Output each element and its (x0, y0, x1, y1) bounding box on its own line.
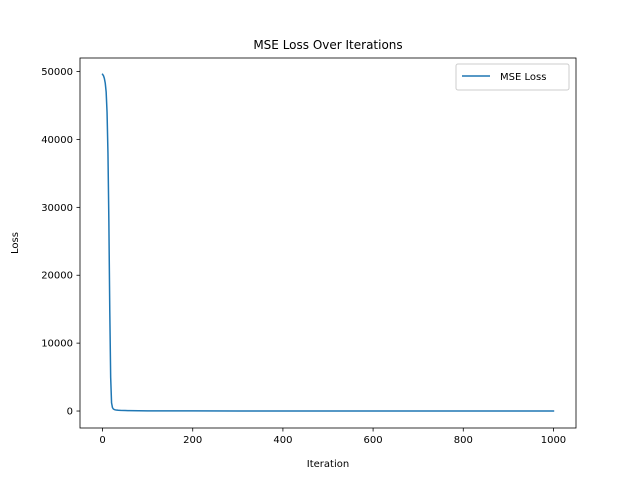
y-tick-label: 50000 (41, 67, 73, 78)
y-tick-label: 20000 (41, 271, 73, 282)
x-tick-label: 1000 (541, 435, 566, 446)
y-axis-label: Loss (10, 232, 21, 254)
y-tick-label: 0 (67, 407, 73, 418)
plot-frame (79, 57, 577, 429)
legend: MSE Loss (455, 63, 570, 91)
chart-title: MSE Loss Over Iterations (253, 38, 402, 52)
x-axis-label: Iteration (307, 459, 349, 470)
x-tick-label: 600 (364, 435, 383, 446)
y-tick-label: 40000 (41, 135, 73, 146)
y-tick-label: 30000 (41, 203, 73, 214)
series-layer (101, 73, 555, 412)
y-axis-ticks: 0 10000 20000 30000 40000 50000 (41, 67, 80, 418)
x-tick-label: 400 (273, 435, 292, 446)
x-axis-ticks: 0 200 400 600 800 1000 (99, 428, 566, 446)
x-tick-label: 200 (183, 435, 202, 446)
legend-box (455, 63, 570, 91)
x-tick-label: 800 (454, 435, 473, 446)
plot-area (80, 58, 576, 428)
x-tick-label: 0 (99, 435, 105, 446)
series-line-mse-loss (101, 73, 555, 412)
legend-label: MSE Loss (500, 72, 546, 83)
y-tick-label: 10000 (41, 339, 73, 350)
